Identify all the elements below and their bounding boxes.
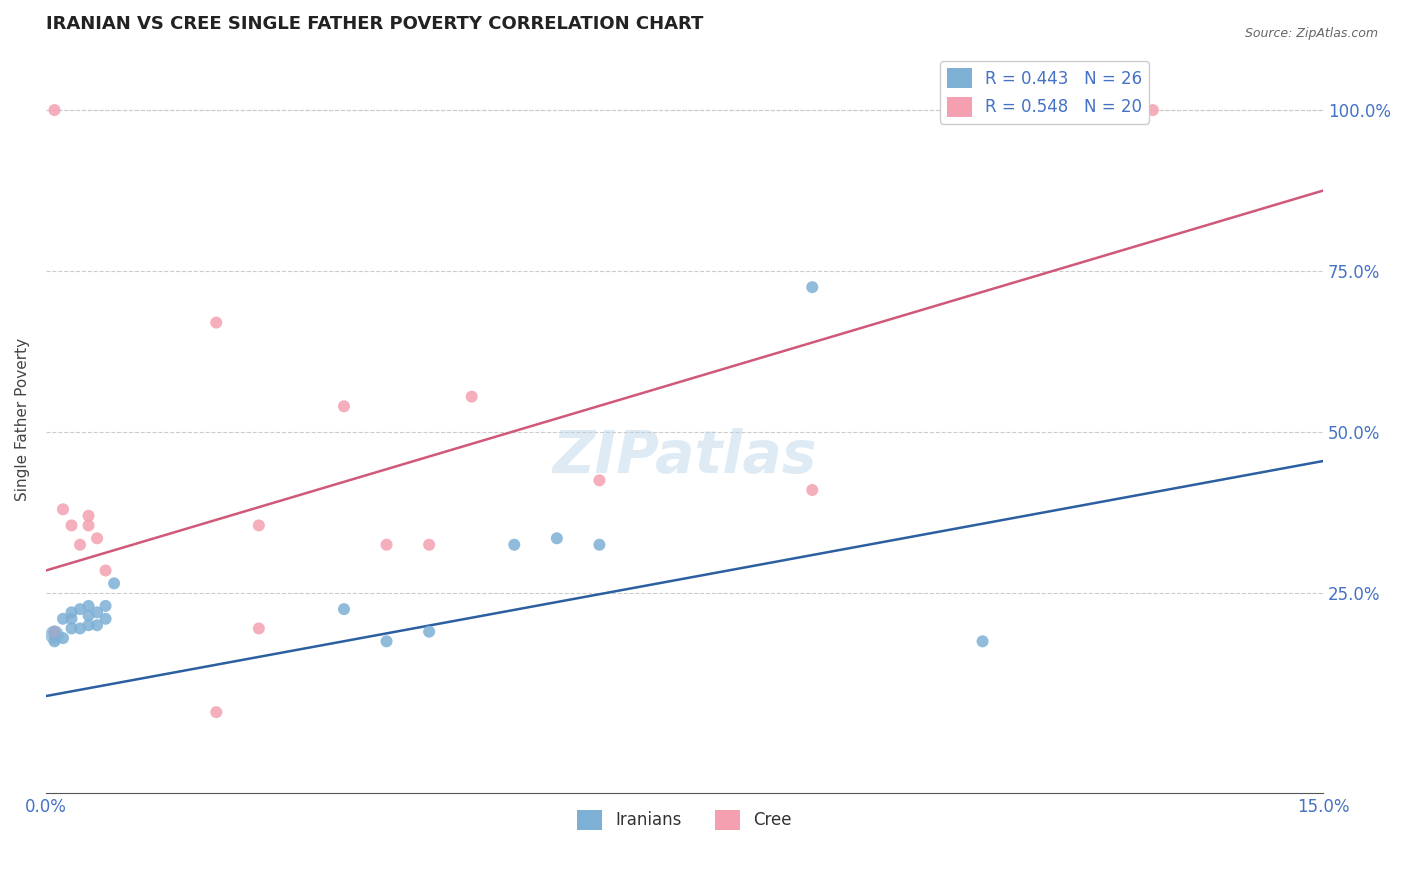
Y-axis label: Single Father Poverty: Single Father Poverty <box>15 337 30 500</box>
Point <box>375 538 398 552</box>
Point <box>60 612 83 626</box>
Point <box>86 618 108 632</box>
Point <box>801 280 824 294</box>
Point <box>77 618 100 632</box>
Point <box>205 705 228 719</box>
Point <box>94 599 117 613</box>
Point <box>205 316 228 330</box>
Point <box>247 518 270 533</box>
Point <box>44 624 66 639</box>
Point <box>460 390 482 404</box>
Text: ZIPatlas: ZIPatlas <box>553 428 817 485</box>
Point <box>103 576 125 591</box>
Point <box>77 599 100 613</box>
Point <box>60 518 83 533</box>
Point <box>44 634 66 648</box>
Point <box>52 502 75 516</box>
Point <box>503 538 526 552</box>
Point <box>588 473 610 487</box>
Legend: Iranians, Cree: Iranians, Cree <box>571 803 799 837</box>
Point <box>44 624 66 639</box>
Point <box>375 634 398 648</box>
Point <box>52 612 75 626</box>
Point <box>588 538 610 552</box>
Point <box>247 622 270 636</box>
Point <box>801 483 824 497</box>
Point <box>69 602 91 616</box>
Point <box>546 531 568 545</box>
Point <box>69 538 91 552</box>
Point <box>86 531 108 545</box>
Text: Source: ZipAtlas.com: Source: ZipAtlas.com <box>1244 27 1378 40</box>
Point <box>333 602 356 616</box>
Point <box>52 631 75 645</box>
Point <box>972 634 994 648</box>
Point <box>418 538 440 552</box>
Point <box>77 518 100 533</box>
Point <box>1142 103 1164 117</box>
Point <box>77 508 100 523</box>
Point <box>86 605 108 619</box>
Point <box>60 622 83 636</box>
Point <box>44 103 66 117</box>
Text: IRANIAN VS CREE SINGLE FATHER POVERTY CORRELATION CHART: IRANIAN VS CREE SINGLE FATHER POVERTY CO… <box>46 15 703 33</box>
Point <box>418 624 440 639</box>
Point <box>333 399 356 413</box>
Point <box>44 628 66 642</box>
Point <box>69 622 91 636</box>
Point <box>60 605 83 619</box>
Point <box>77 608 100 623</box>
Point <box>94 612 117 626</box>
Point <box>44 628 66 642</box>
Point <box>94 564 117 578</box>
